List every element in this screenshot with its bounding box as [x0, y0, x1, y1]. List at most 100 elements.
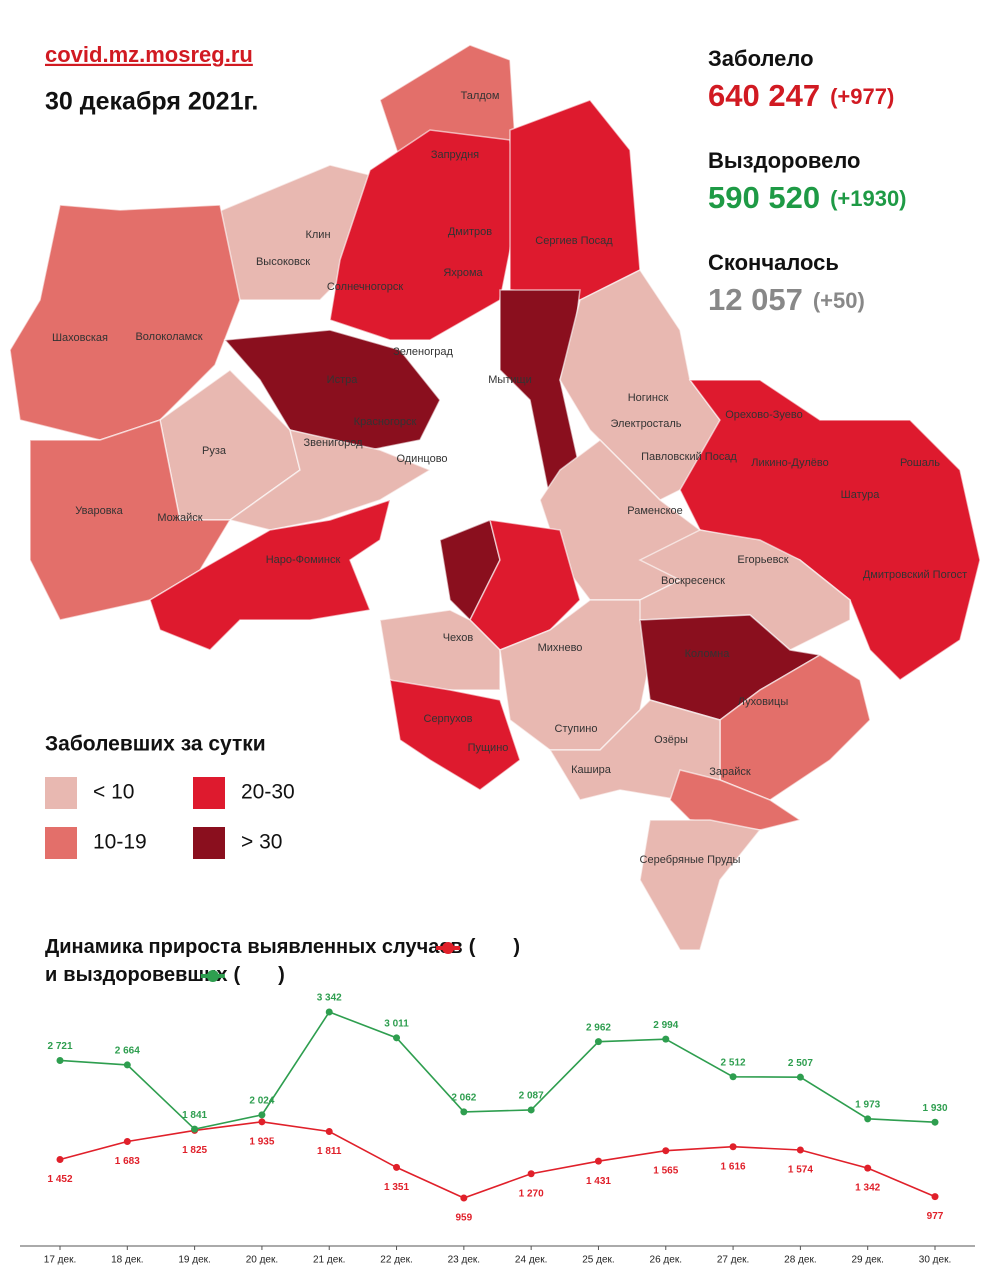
town-label: Электросталь — [611, 418, 682, 430]
series-line — [59, 1121, 936, 1199]
point — [325, 1008, 333, 1016]
point — [796, 1073, 804, 1081]
legend-label: 10-19 — [93, 831, 147, 854]
town-label: Павловский Посад — [641, 451, 737, 463]
stat-label: Выздоровело — [708, 148, 861, 173]
value-label: 977 — [927, 1211, 944, 1222]
value-label: 2 507 — [788, 1058, 813, 1069]
x-tick-label: 27 дек. — [717, 1255, 749, 1266]
x-tick-label: 29 дек. — [851, 1255, 883, 1266]
town-label: Руза — [202, 445, 227, 457]
point — [460, 1108, 468, 1116]
stat-value: 640 247 (+977) — [708, 78, 894, 113]
value-label: 1 351 — [384, 1182, 409, 1193]
town-label: Яхрома — [443, 267, 483, 279]
value-label: 2 994 — [653, 1020, 678, 1031]
point — [796, 1146, 804, 1154]
value-label: 1 935 — [249, 1136, 274, 1147]
x-tick-label: 22 дек. — [380, 1255, 412, 1266]
legend-icon — [206, 970, 219, 982]
town-label: Звенигород — [303, 437, 363, 449]
region — [509, 99, 641, 301]
point — [123, 1061, 131, 1069]
town-label: Запрудня — [431, 149, 479, 161]
bracket: ( — [469, 936, 476, 958]
value-label: 2 087 — [519, 1091, 544, 1102]
point — [662, 1147, 670, 1155]
town-label: Шаховская — [52, 332, 108, 344]
stat-value: 590 520 (+1930) — [708, 180, 907, 215]
value-label: 1 431 — [586, 1176, 611, 1187]
stat-label: Заболело — [708, 46, 814, 71]
town-labels: Талдом Запрудня Клин Высоковск Дмитров Сергие… — [52, 90, 967, 866]
point — [123, 1137, 131, 1145]
x-tick-label: 18 дек. — [111, 1255, 143, 1266]
stat-delta: (+50) — [813, 288, 865, 313]
point — [864, 1115, 872, 1123]
title-text: Динамика прироста — [45, 936, 242, 958]
value-label: 1 930 — [922, 1103, 947, 1114]
legend-label: > 30 — [241, 831, 282, 854]
legend-title: Заболевших за сутки — [45, 733, 266, 756]
value-label: 2 664 — [115, 1046, 140, 1057]
stat-delta: (+1930) — [830, 186, 906, 211]
point — [729, 1143, 737, 1151]
value-label: 1 825 — [182, 1145, 207, 1156]
stat-delta: (+977) — [830, 84, 894, 109]
series-line — [59, 1011, 936, 1131]
town-label: Ногинск — [628, 392, 669, 404]
value-label: 1 270 — [519, 1188, 544, 1199]
bracket: ) — [513, 936, 520, 958]
region — [639, 819, 762, 951]
line-chart: Динамика прироста выявленных случаев () и вы… — [20, 936, 975, 1266]
point — [864, 1164, 872, 1172]
value-label: 2 512 — [721, 1057, 746, 1068]
x-tick-label: 25 дек. — [582, 1255, 614, 1266]
legend: < 10 10-19 20-30 > 30 — [45, 777, 295, 859]
town-label: Уваровка — [75, 505, 123, 517]
x-tick-label: 24 дек. — [515, 1255, 547, 1266]
x-tick-label: 23 дек. — [448, 1255, 480, 1266]
town-label: Коломна — [685, 648, 731, 660]
value-label: 1 565 — [653, 1165, 678, 1176]
town-label: Пущино — [468, 742, 509, 754]
town-label: Орехово-Зуево — [725, 409, 803, 421]
region — [228, 429, 432, 531]
town-label: Егорьевск — [737, 554, 788, 566]
value-label: 1 841 — [182, 1110, 207, 1121]
legend-swatch — [45, 777, 77, 809]
site: covid.mz.mosreg.ru — [45, 42, 253, 67]
legend-swatch — [193, 777, 225, 809]
point — [258, 1111, 266, 1119]
region — [669, 769, 802, 831]
town-label: Зарайск — [709, 766, 751, 778]
legend-label: < 10 — [93, 781, 134, 804]
value-label: 2 962 — [586, 1022, 611, 1033]
town-label: Истра — [327, 374, 359, 386]
point — [460, 1194, 468, 1202]
bracket: ( — [234, 964, 241, 986]
region — [679, 379, 981, 681]
town-label: Можайск — [157, 512, 202, 524]
stat-number: 12 057 — [708, 282, 803, 317]
region — [389, 679, 521, 791]
value-label: 1 574 — [788, 1165, 813, 1176]
region — [29, 419, 232, 621]
value-label: 1 616 — [721, 1161, 746, 1172]
value-label: 2 024 — [249, 1096, 274, 1107]
series-name: выздоровевших — [63, 964, 227, 986]
value-label: 1 973 — [855, 1099, 880, 1110]
x-tick-label: 19 дек. — [178, 1255, 210, 1266]
date: 30 декабря 2021г. — [45, 88, 258, 116]
stats: Заболело 640 247 (+977) Выздоровело 590 520 (… — [708, 46, 907, 317]
town-label: Шатура — [841, 489, 881, 501]
value-label: 2 721 — [47, 1041, 72, 1052]
legend-swatch — [45, 827, 77, 859]
point — [56, 1156, 64, 1164]
town-label: Ликино-Дулёво — [751, 457, 829, 469]
point — [393, 1163, 401, 1171]
town-label: Дмитров — [448, 226, 492, 238]
stat-number: 590 520 — [708, 180, 820, 215]
town-label: Волоколамск — [135, 331, 202, 343]
legend-swatch — [193, 827, 225, 859]
